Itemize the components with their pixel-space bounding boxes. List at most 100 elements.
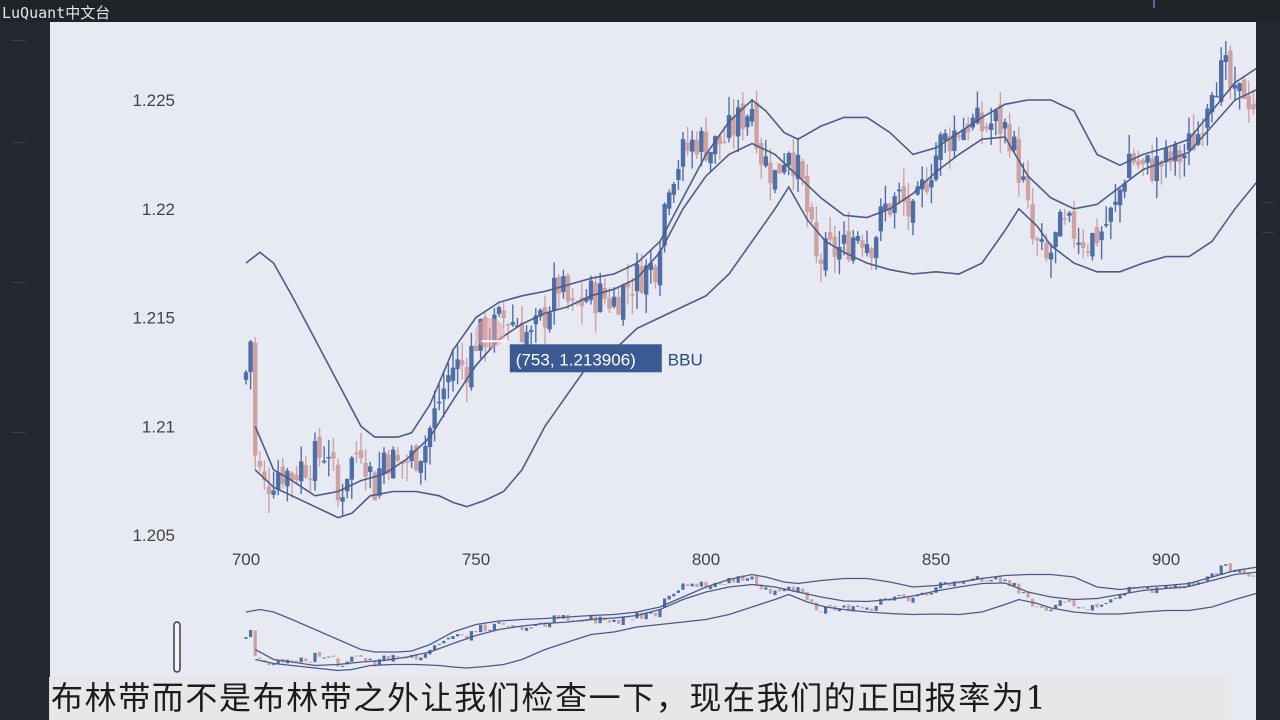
candle (975, 107, 980, 124)
left-panel (0, 22, 50, 720)
mini-candle (929, 592, 933, 595)
mini-candle (653, 612, 657, 617)
candle (892, 196, 897, 213)
mini-candle (621, 617, 625, 626)
mini-candle (1035, 606, 1039, 608)
candle (1094, 227, 1100, 244)
candle (1200, 133, 1205, 135)
mini-candle (497, 622, 501, 624)
mini-candle (1233, 571, 1237, 573)
candle (805, 175, 810, 213)
mini-bb-lower (255, 592, 1256, 672)
candle (1076, 242, 1081, 245)
candle (961, 129, 966, 141)
candle (1127, 153, 1132, 179)
hover-marker (474, 318, 505, 349)
candle (662, 204, 667, 246)
mini-candle (1054, 604, 1058, 609)
mini-candle (1228, 563, 1232, 572)
panel-tick (12, 432, 26, 433)
navigator-minimap[interactable] (244, 563, 1256, 672)
mini-candle (589, 616, 593, 621)
candle (1007, 124, 1012, 152)
candle (1025, 176, 1031, 201)
chart-area[interactable]: 1.205 1.21 1.215 1.22 1.225 700 750 800 850 900 … (50, 22, 1256, 720)
mini-candle (1210, 573, 1214, 578)
mini-candle (676, 590, 680, 593)
candle (901, 186, 906, 203)
bb-middle-line (254, 89, 1256, 497)
mini-candle (718, 582, 722, 585)
mini-candle (686, 584, 690, 587)
mini-candle (952, 581, 956, 587)
candle (1071, 211, 1077, 239)
mini-candle (1067, 600, 1071, 602)
candle (331, 452, 336, 459)
candle (943, 133, 948, 141)
mini-candle (290, 660, 294, 662)
candle (496, 307, 502, 314)
candle (289, 472, 295, 480)
mini-candle (253, 630, 257, 657)
mini-candle (957, 582, 961, 584)
mini-candle (552, 615, 556, 623)
candle (855, 235, 860, 241)
candle (1048, 252, 1054, 260)
candle (1067, 212, 1072, 216)
candle (878, 206, 883, 232)
candle (809, 207, 814, 220)
candle (1039, 239, 1044, 242)
mini-candle (322, 657, 326, 659)
candle (510, 322, 515, 325)
mini-candle (1077, 607, 1081, 609)
candle (846, 231, 851, 260)
candle (395, 455, 400, 461)
candle (648, 263, 653, 270)
candle (579, 297, 584, 307)
subtitle-caption: 布林带而不是布林带之外让我们检查一下，现在我们的正回报率为1 (49, 677, 1231, 720)
candle (317, 436, 322, 458)
candle (588, 280, 594, 300)
candle (414, 445, 419, 471)
panel-tick (12, 40, 26, 41)
mini-candle (350, 656, 354, 662)
candle (680, 139, 686, 167)
candle (933, 155, 939, 180)
candle (786, 153, 791, 166)
candle (1242, 79, 1247, 100)
candle (874, 237, 879, 259)
mini-candle (630, 619, 634, 621)
mini-candle (860, 606, 864, 609)
candle (823, 238, 828, 271)
slider-handle-icon[interactable] (173, 621, 181, 673)
mini-candle (759, 584, 763, 590)
top-bar: LuQuant中文台 (0, 0, 1280, 22)
mini-candle (727, 577, 731, 584)
candle (1145, 155, 1150, 163)
mini-candle (1008, 580, 1012, 587)
panel-tick (1262, 202, 1274, 203)
mini-candle (437, 643, 441, 645)
candle (791, 152, 796, 177)
mini-candle (962, 581, 966, 584)
candle (1232, 85, 1238, 89)
mini-candle (377, 659, 381, 666)
candle (841, 234, 847, 244)
candle (556, 276, 561, 294)
candle (529, 330, 534, 333)
candle (1081, 242, 1086, 248)
mini-candle (331, 655, 335, 657)
mini-candle (658, 609, 662, 618)
mini-candle (1182, 587, 1186, 589)
mini-candle (851, 606, 855, 612)
mini-candle (1058, 600, 1062, 606)
mini-candle (1123, 593, 1127, 596)
mini-candle (1090, 605, 1094, 611)
mini-candle (249, 630, 253, 638)
candle (437, 401, 442, 404)
candle (749, 109, 755, 122)
mini-candle (511, 625, 515, 627)
mini-candle (359, 655, 363, 657)
mini-candle (272, 664, 276, 666)
